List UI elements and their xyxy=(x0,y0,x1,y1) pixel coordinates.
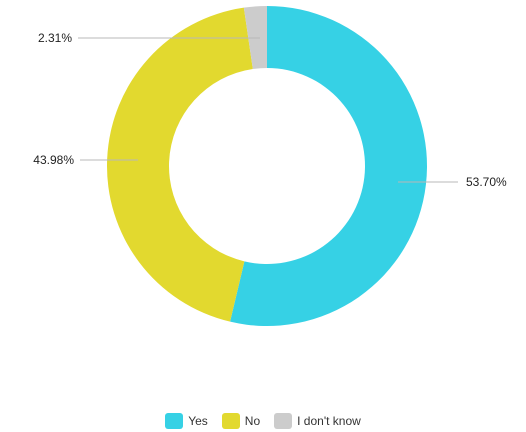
data-label-yes: 53.70% xyxy=(466,175,507,189)
legend-label-yes: Yes xyxy=(188,414,208,428)
data-label-dont-know: 2.31% xyxy=(38,31,72,45)
legend-label-dont-know: I don't know xyxy=(297,414,361,428)
data-label-no: 43.98% xyxy=(33,153,74,167)
legend-label-no: No xyxy=(244,414,261,428)
legend-swatch-dont-know xyxy=(274,413,293,429)
slice-no[interactable] xyxy=(107,7,253,322)
legend: Yes No I don't know xyxy=(0,413,526,429)
legend-item-no[interactable]: No xyxy=(221,413,261,429)
donut-chart: 53.70% 43.98% 2.31% xyxy=(33,6,507,327)
legend-swatch-no xyxy=(221,413,240,429)
legend-swatch-yes xyxy=(165,413,184,429)
slice-yes[interactable] xyxy=(230,6,428,327)
legend-item-yes[interactable]: Yes xyxy=(165,413,208,429)
legend-item-dont-know[interactable]: I don't know xyxy=(274,413,361,429)
